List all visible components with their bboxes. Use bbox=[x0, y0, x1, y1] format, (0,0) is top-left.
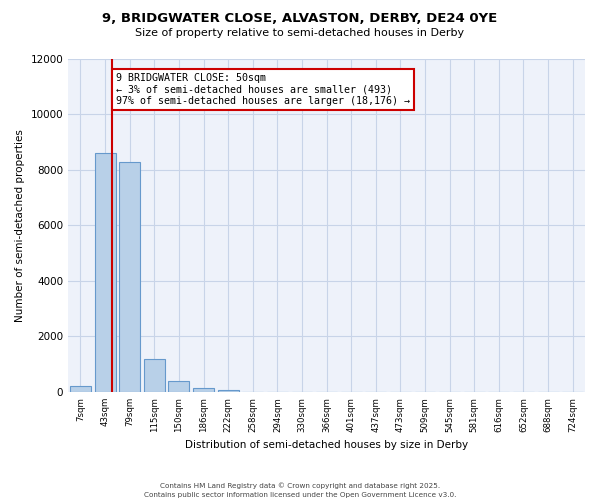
Y-axis label: Number of semi-detached properties: Number of semi-detached properties bbox=[15, 129, 25, 322]
Text: 9 BRIDGWATER CLOSE: 50sqm
← 3% of semi-detached houses are smaller (493)
97% of : 9 BRIDGWATER CLOSE: 50sqm ← 3% of semi-d… bbox=[116, 73, 410, 106]
Text: Size of property relative to semi-detached houses in Derby: Size of property relative to semi-detach… bbox=[136, 28, 464, 38]
Bar bbox=[144, 358, 165, 392]
Text: Contains HM Land Registry data © Crown copyright and database right 2025.: Contains HM Land Registry data © Crown c… bbox=[160, 482, 440, 489]
Text: Contains public sector information licensed under the Open Government Licence v3: Contains public sector information licen… bbox=[144, 492, 456, 498]
Bar bbox=[169, 382, 190, 392]
Bar bbox=[70, 386, 91, 392]
X-axis label: Distribution of semi-detached houses by size in Derby: Distribution of semi-detached houses by … bbox=[185, 440, 468, 450]
Bar bbox=[193, 388, 214, 392]
Text: 9, BRIDGWATER CLOSE, ALVASTON, DERBY, DE24 0YE: 9, BRIDGWATER CLOSE, ALVASTON, DERBY, DE… bbox=[103, 12, 497, 26]
Bar bbox=[95, 154, 116, 392]
Bar bbox=[119, 162, 140, 392]
Bar bbox=[218, 390, 239, 392]
